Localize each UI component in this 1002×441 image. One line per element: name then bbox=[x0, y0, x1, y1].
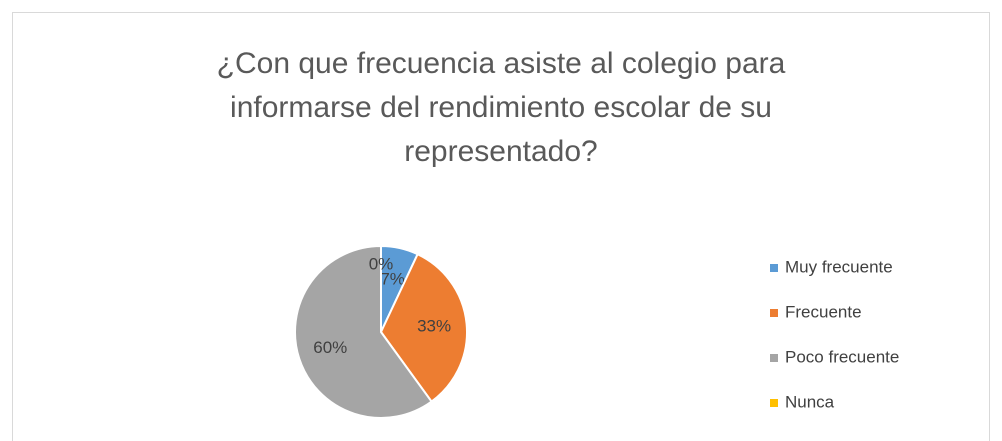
data-label: 60% bbox=[313, 338, 347, 357]
pie-slice bbox=[294, 244, 433, 419]
data-label: 0% bbox=[369, 254, 394, 273]
legend-label: Nunca bbox=[785, 392, 835, 411]
legend-label: Muy frecuente bbox=[785, 257, 893, 276]
legend-label: Poco frecuente bbox=[785, 347, 899, 366]
pie-slice bbox=[379, 252, 468, 403]
legend-swatch bbox=[770, 264, 778, 272]
chart-border bbox=[12, 12, 990, 441]
chart-title: ¿Con que frecuencia asiste al colegio pa… bbox=[216, 47, 786, 168]
data-label: 33% bbox=[417, 316, 451, 335]
legend-label: Frecuente bbox=[785, 302, 862, 321]
legend-swatch bbox=[770, 309, 778, 317]
legend-swatch bbox=[770, 354, 778, 362]
data-label: 7% bbox=[380, 269, 405, 288]
legend-swatch bbox=[770, 399, 778, 407]
